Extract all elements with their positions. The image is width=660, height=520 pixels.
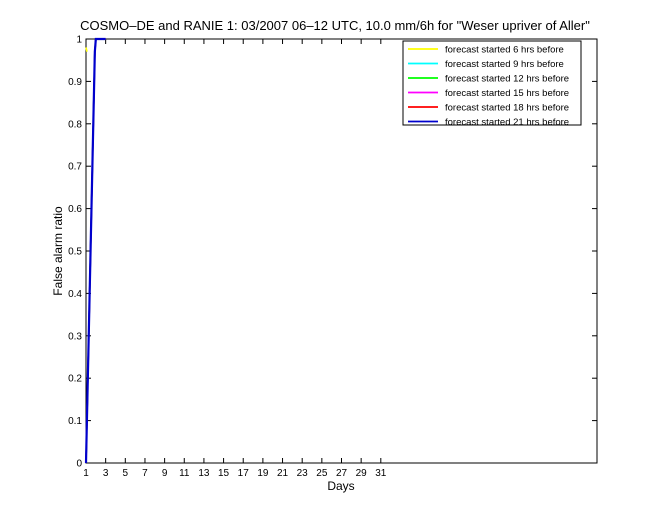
y-tick-label: 0.5: [68, 247, 82, 258]
series-line-6: [84, 37, 106, 464]
y-tick-label: 1: [76, 35, 82, 46]
x-tick-label: 13: [198, 468, 210, 479]
legend-entry: forecast started 15 hrs before: [445, 88, 569, 99]
x-tick-label: 27: [336, 468, 348, 479]
y-tick-label: 0.8: [68, 119, 82, 130]
x-tick-label: 7: [142, 468, 148, 479]
y-axis-label: False alarm ratio: [51, 206, 65, 296]
legend-items: forecast started 6 hrs before forecast st…: [408, 45, 569, 128]
x-tick-label: 3: [103, 468, 109, 479]
legend-entry: forecast started 12 hrs before: [445, 74, 569, 85]
legend: forecast started 6 hrs before forecast st…: [402, 40, 582, 128]
x-tick-label: 15: [218, 468, 230, 479]
y-tick-label: 0.2: [68, 374, 82, 385]
legend-box: [402, 40, 582, 126]
chart-title: COSMO–DE and RANIE 1: 03/2007 06–12 UTC,…: [80, 18, 590, 33]
legend-entry: forecast started 6 hrs before: [445, 45, 564, 56]
x-tick-label: 17: [238, 468, 250, 479]
y-tick-label: 0.1: [68, 416, 82, 427]
x-tick-label: 1: [83, 468, 89, 479]
x-axis: 1 3 5 7 9 11 13 15 17 19 21 23 25 27 29 31: [83, 39, 387, 479]
x-axis-label: Days: [327, 479, 354, 493]
x-tick-label: 21: [277, 468, 289, 479]
y-tick-label: 0.7: [68, 162, 82, 173]
y-tick-label: 0.6: [68, 204, 82, 215]
y-tick-label: 0.9: [68, 77, 82, 88]
x-tick-label: 19: [257, 468, 269, 479]
series-line-1: [85, 47, 88, 52]
x-tick-label: 5: [123, 468, 129, 479]
legend-entry: forecast started 18 hrs before: [445, 103, 569, 114]
x-tick-label: 9: [162, 468, 168, 479]
y-tick-label: 0.4: [68, 289, 82, 300]
x-tick-label: 23: [297, 468, 309, 479]
x-tick-label: 29: [356, 468, 368, 479]
x-tick-label: 31: [375, 468, 387, 479]
x-tick-label: 11: [179, 468, 190, 479]
y-tick-label: 0.3: [68, 331, 82, 342]
y-tick-label: 0: [76, 459, 82, 470]
legend-entry: forecast started 21 hrs before: [445, 117, 569, 128]
x-tick-label: 25: [316, 468, 328, 479]
series-lines: [84, 37, 106, 464]
legend-entry: forecast started 9 hrs before: [445, 59, 564, 70]
